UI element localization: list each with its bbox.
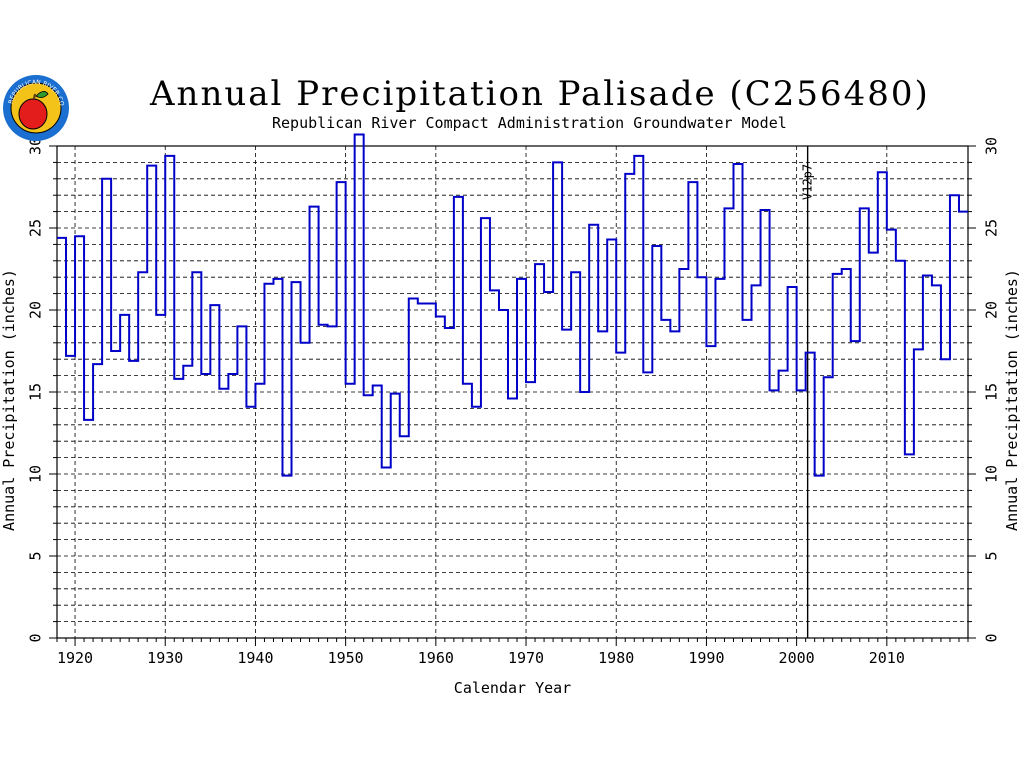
apple-stem-icon bbox=[33, 93, 36, 100]
y-tick-label-right: 15 bbox=[983, 383, 1001, 401]
leaf-icon bbox=[35, 91, 49, 98]
rrca-logo-icon: REPUBLICAN RIVER COMPACT bbox=[2, 74, 69, 141]
y-tick-label-right: 25 bbox=[983, 219, 1001, 237]
x-axis-title: Calendar Year bbox=[454, 679, 571, 697]
version-marker-label: V12p7 bbox=[801, 164, 815, 200]
y-tick-label-right: 30 bbox=[983, 137, 1001, 155]
y-axis-title-left: Annual Precipitation (inches) bbox=[0, 269, 18, 531]
x-tick-label: 1980 bbox=[598, 649, 634, 667]
y-tick-label-left: 0 bbox=[27, 633, 45, 642]
y-axis-title-right: Annual Precipitation (inches) bbox=[1003, 269, 1021, 531]
y-tick-label-left: 10 bbox=[27, 465, 45, 483]
x-axis: 1920 1930 1940 1950 1960 1970 1980 1990 2000 2010 bbox=[56, 638, 969, 667]
y-tick-label-left: 25 bbox=[27, 219, 45, 237]
y-tick-label-right: 10 bbox=[983, 465, 1001, 483]
x-tick-label: 1950 bbox=[328, 649, 364, 667]
y-tick-label-left: 5 bbox=[27, 551, 45, 560]
chart-title: Annual Precipitation Palisade (C256480) bbox=[150, 74, 930, 114]
y-tick-label-right: 5 bbox=[983, 551, 1001, 560]
y-tick-label-right: 20 bbox=[983, 301, 1001, 319]
x-tick-label: 2010 bbox=[869, 649, 905, 667]
x-tick-label: 2000 bbox=[779, 649, 815, 667]
grid-lines bbox=[57, 145, 968, 638]
x-tick-label: 1970 bbox=[508, 649, 544, 667]
x-tick-label: 1990 bbox=[688, 649, 724, 667]
x-tick-label: 1940 bbox=[237, 649, 273, 667]
x-tick-label: 1930 bbox=[147, 649, 183, 667]
precipitation-series-line bbox=[57, 133, 968, 477]
y-tick-label-left: 20 bbox=[27, 301, 45, 319]
y-tick-label-right: 0 bbox=[983, 633, 1001, 642]
y-tick-label-left: 30 bbox=[27, 137, 45, 155]
x-tick-label: 1960 bbox=[418, 649, 454, 667]
y-tick-label-left: 15 bbox=[27, 383, 45, 401]
x-tick-label: 1920 bbox=[57, 649, 93, 667]
apple-icon bbox=[18, 98, 48, 130]
chart-subtitle: Republican River Compact Administration … bbox=[272, 114, 787, 132]
y-axis: 0 0 5 5 10 10 15 15 20 20 25 25 30 30 bbox=[27, 137, 1001, 643]
